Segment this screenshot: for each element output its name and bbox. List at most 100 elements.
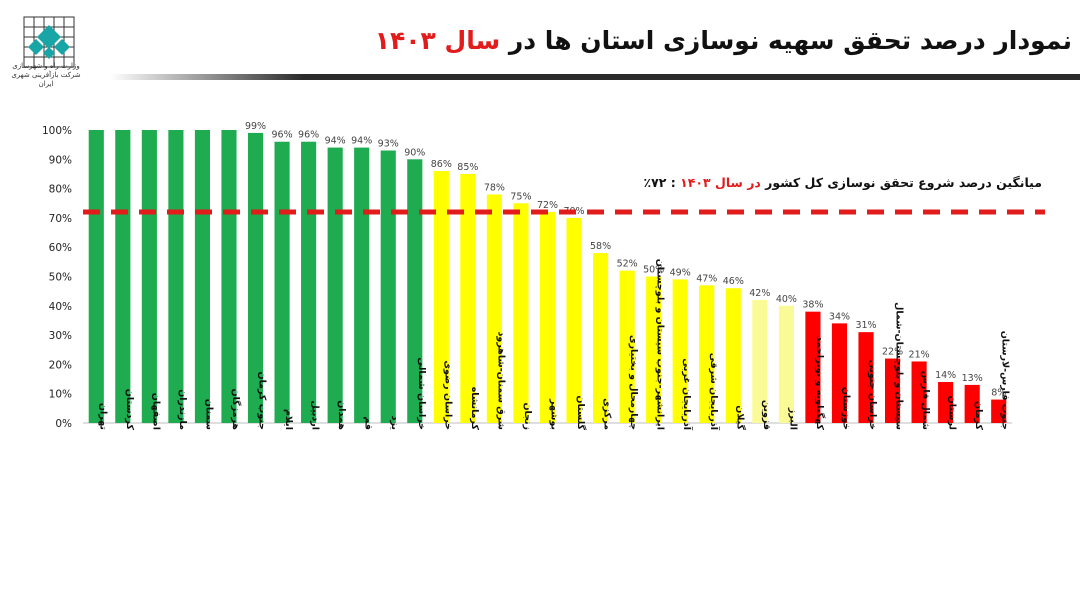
x-tick-label: خراسان رضوی [442,360,453,430]
bar [725,288,741,423]
data-label: 86% [431,159,452,170]
x-tick-label: شرق سمنان-شاهرود [495,332,506,430]
x-tick-label: هرمزگان [230,389,242,431]
x-tick-label: خراسان شمالی [416,357,427,430]
bar [805,311,821,423]
x-tick-label: اردبیل [310,400,321,430]
bar [513,203,529,423]
average-label: میانگین درصد شروع تحقق نوسازی کل کشور در… [644,175,1042,190]
data-label: 50% [643,265,664,276]
y-tick-label: 10% [49,389,72,401]
data-label: 94% [351,136,372,147]
bar [778,305,794,423]
bar [247,132,264,423]
bar [460,173,476,423]
x-tick-label: لرستان [947,396,958,430]
x-tick-label: قم [363,416,374,430]
data-label: 13% [962,373,983,384]
data-label: 85% [457,162,478,173]
data-label: 21% [909,349,930,360]
title-underline [110,74,1080,80]
bar [858,332,874,423]
data-label: 38% [802,300,823,311]
bar [301,141,317,423]
page-title: نمودار درصد تحقق سهیه نوسازی استان ها در… [172,26,1072,55]
x-tick-label: ایرانشهر-جنوب سیستان و بلوچستان [655,259,666,430]
y-tick-label: 50% [49,272,72,284]
x-tick-label: زنجان [522,402,533,430]
y-tick-label: 30% [49,330,72,342]
logo-line-1: وزارت راه و شهرسازی [12,62,80,70]
x-tick-label: اصفهان [150,393,161,430]
data-label: 46% [723,276,744,287]
average-label-main: میانگین درصد شروع تحقق نوسازی کل کشور [760,175,1042,190]
x-tick-label: آذربایجان غربی [681,358,694,430]
bar [115,130,131,423]
x-tick-label: مازندران [177,389,188,430]
bar-chart: 0% 10% 20% 30% 40% 50% 60% 70% 80% 90% 100% تهران کر… [42,121,1045,431]
data-label: 47% [696,273,717,284]
data-label: 78% [484,182,505,193]
data-label: 96% [298,130,319,141]
x-tick-label: شمال فارس [920,371,931,430]
x-tick-label: البرز [787,407,798,430]
x-tick-label: کردستان [124,389,135,431]
x-tick-label: سیستان و بلوچستان-شمال [894,302,905,430]
title-main: نمودار درصد تحقق سهیه نوسازی استان ها در [500,26,1072,55]
x-tick-label: خراسان جنوبی [867,360,878,430]
y-tick-label: 0% [55,418,72,430]
bar [884,358,901,423]
data-label: 96% [272,130,293,141]
bar [964,384,980,423]
y-tick-label: 80% [49,184,72,196]
y-tick-label: 60% [49,242,72,254]
data-label: 72% [537,200,558,211]
bar [221,130,237,423]
bar [354,147,370,423]
x-tick-label: جنوب فارس-لارستان [1000,331,1011,430]
y-tick-label: 90% [49,154,72,166]
average-label-value: : ۷۲٪ [643,175,681,190]
data-label: 31% [855,320,876,331]
x-tick-label: آذربایجان شرقی [708,353,721,431]
x-tick-label: ایلام [283,409,294,430]
bar [699,285,715,423]
data-label: 99% [245,121,266,132]
x-tick-label: کهگیلویه و بویراحمد [814,336,826,430]
lattice-logo-icon [23,16,75,68]
bar [752,299,768,423]
x-tick-label: خوزستان [840,387,851,430]
y-tick-label: 40% [49,301,72,313]
bar [991,399,1007,423]
y-tick-label: 70% [49,213,72,225]
bar [194,130,211,423]
x-tick-label: یزد [389,416,400,430]
average-label-accent: در سال ۱۴۰۳ [680,175,761,190]
data-label: 75% [510,191,531,202]
bar [407,159,423,424]
bar [831,323,848,423]
data-label: 8% [991,388,1006,399]
logo-caption: وزارت راه و شهرسازی شرکت بازآفرینی شهری … [6,62,86,89]
x-tick-label: گلستان [575,395,587,430]
bar [911,361,927,423]
x-tick-label: گیلان [734,405,746,430]
data-label: 34% [829,311,850,322]
bar [274,141,290,423]
x-tick-label: همدان [336,400,347,430]
bar [88,130,104,423]
data-label: 52% [617,259,638,270]
bar [646,276,662,423]
data-label: 40% [776,294,797,305]
bar [141,130,157,423]
bar [433,171,449,423]
x-tick-label: چهارمحال و بختیاری [628,335,639,430]
bar [539,212,556,423]
data-label: 90% [404,147,425,158]
x-tick-label: بوشهر [549,398,560,430]
x-tick-label: کرمان [973,401,984,430]
bar [486,194,502,423]
bar [619,270,635,423]
data-label: 93% [378,139,399,150]
title-accent: سال ۱۴۰۳ [374,26,501,55]
